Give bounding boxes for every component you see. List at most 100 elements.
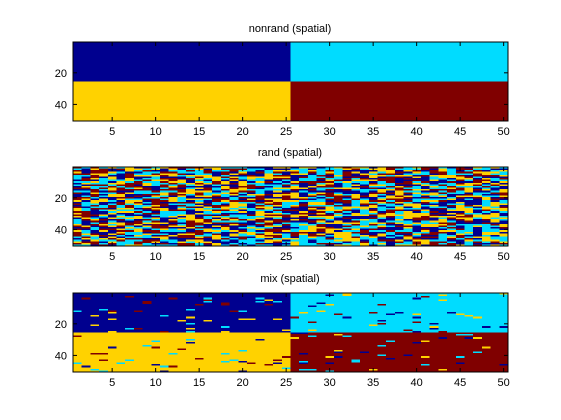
heatmap-cell — [281, 217, 291, 220]
heatmap-cell — [238, 65, 248, 68]
heatmap-cell — [151, 185, 161, 188]
heatmap-cell — [290, 72, 300, 74]
heatmap-cell — [160, 87, 170, 90]
heatmap-cell — [281, 87, 291, 90]
heatmap-cell — [264, 89, 274, 92]
heatmap-cell — [90, 45, 100, 48]
heatmap-cell — [481, 189, 491, 192]
heatmap-cell — [194, 200, 204, 203]
heatmap-cell — [281, 68, 291, 71]
heatmap-cell — [151, 64, 161, 67]
heatmap-cell — [473, 233, 483, 236]
heatmap-cell — [316, 75, 326, 78]
heatmap-cell — [273, 76, 283, 79]
heatmap-cell — [403, 65, 413, 68]
heatmap-cell — [247, 102, 257, 104]
heatmap-cell — [90, 217, 100, 220]
heatmap-cell — [421, 65, 431, 68]
heatmap-cell — [168, 187, 178, 190]
heatmap-cell — [255, 212, 265, 215]
heatmap-cell — [151, 95, 161, 98]
heatmap-cell — [316, 72, 326, 74]
heatmap-cell — [351, 220, 361, 223]
heatmap-cell — [203, 78, 213, 81]
heatmap-cell — [464, 54, 474, 57]
heatmap-cell — [264, 238, 274, 241]
heatmap-cell — [360, 92, 370, 95]
heatmap-cell — [438, 239, 448, 242]
heatmap-cell — [429, 108, 439, 111]
heatmap-cell — [394, 174, 404, 177]
heatmap-cell — [264, 206, 274, 209]
heatmap-cell — [125, 42, 135, 44]
heatmap-cell — [142, 94, 152, 97]
heatmap-cell — [168, 78, 178, 81]
heatmap-cell — [394, 76, 404, 79]
heatmap-cell — [229, 187, 239, 190]
heatmap-cell — [73, 203, 83, 206]
heatmap-cell — [186, 116, 196, 119]
heatmap-cell — [394, 45, 404, 48]
heatmap-cell — [438, 46, 448, 49]
heatmap-cell — [342, 109, 352, 112]
heatmap-cell — [125, 90, 135, 93]
heatmap-cell — [307, 214, 317, 217]
heatmap-cell — [177, 90, 187, 93]
heatmap-cell — [160, 45, 170, 48]
heatmap-cell — [473, 215, 483, 218]
heatmap-cell — [177, 192, 187, 195]
heatmap-cell — [107, 86, 117, 89]
heatmap-cell — [255, 234, 265, 237]
heatmap-cell — [229, 62, 239, 65]
heatmap-cell — [99, 113, 109, 116]
heatmap-cell — [438, 204, 448, 207]
heatmap-cell — [307, 168, 317, 171]
heatmap-cell — [220, 94, 230, 97]
heatmap-cell — [125, 231, 135, 234]
heatmap-cell — [73, 92, 83, 95]
heatmap-cell — [473, 90, 483, 93]
heatmap-cell — [281, 203, 291, 206]
heatmap-cell — [368, 54, 378, 57]
heatmap-cell — [334, 233, 344, 236]
heatmap-cell — [447, 242, 457, 245]
heatmap-cell — [490, 241, 500, 244]
heatmap-cell — [212, 171, 222, 174]
heatmap-cell — [99, 70, 109, 73]
heatmap-cell — [455, 102, 465, 104]
heatmap-cell — [125, 203, 135, 206]
heatmap-cell — [212, 105, 222, 108]
heatmap-cell — [168, 64, 178, 67]
heatmap-cell — [81, 209, 91, 212]
heatmap-cell — [464, 241, 474, 244]
heatmap-cell — [168, 189, 178, 192]
heatmap-cell — [220, 168, 230, 171]
heatmap-cell — [264, 198, 274, 201]
heatmap-cell — [73, 54, 83, 57]
heatmap-cell — [99, 75, 109, 78]
heatmap-cell — [247, 87, 257, 90]
heatmap-cell — [247, 212, 257, 215]
heatmap-cell — [212, 86, 222, 89]
heatmap-cell — [377, 87, 387, 90]
heatmap-cell — [116, 242, 126, 245]
heatmap-cell — [151, 67, 161, 70]
heatmap-cell — [168, 117, 178, 120]
heatmap-cell — [429, 227, 439, 229]
heatmap-cell — [299, 238, 309, 241]
heatmap-cell — [421, 117, 431, 120]
heatmap-cell — [212, 68, 222, 71]
heatmap-cell — [133, 187, 143, 190]
heatmap-cell — [325, 48, 335, 51]
heatmap-cell — [490, 79, 500, 82]
heatmap-cell — [455, 209, 465, 212]
heatmap-cell — [194, 98, 204, 101]
heatmap-cell — [403, 206, 413, 209]
heatmap-cell — [464, 200, 474, 203]
heatmap-cell — [281, 223, 291, 226]
heatmap-cell — [186, 167, 196, 169]
heatmap-cell — [438, 49, 448, 52]
heatmap-cell — [307, 94, 317, 97]
heatmap-cell — [194, 185, 204, 188]
heatmap-cell — [412, 76, 422, 79]
